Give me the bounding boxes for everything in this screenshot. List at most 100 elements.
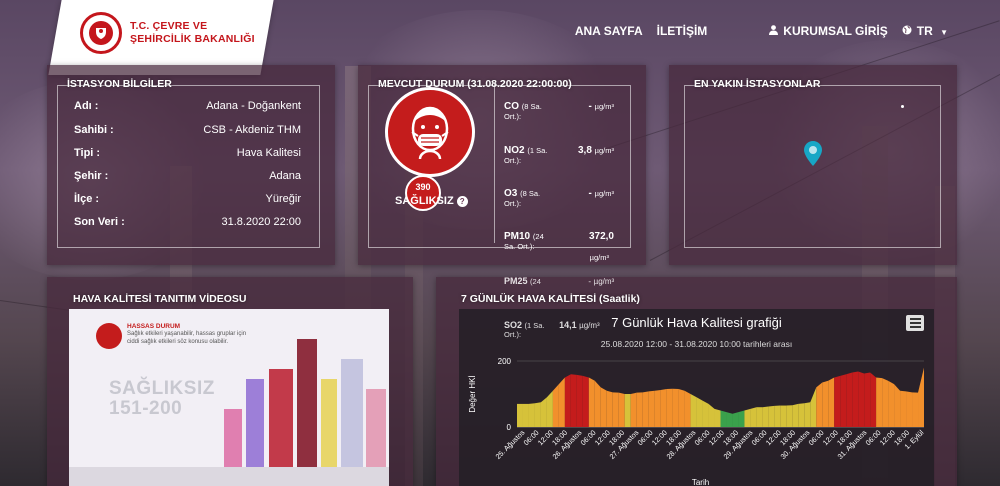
sick-face-icon — [96, 323, 122, 349]
area-segment — [624, 394, 631, 427]
area-segment — [642, 391, 649, 427]
current-status-title: MEVCUT DURUM (31.08.2020 22:00:00) — [378, 78, 572, 90]
user-icon — [769, 25, 779, 38]
nearest-stations-title: EN YAKIN İSTASYONLAR — [694, 78, 821, 90]
area-segment — [570, 374, 577, 427]
pollutant-pm10: PM10 (24 372,0 Sa. Ort.): µg/m³ — [504, 231, 614, 262]
video-category-text: SAĞLIKSIZ 151-200 — [109, 378, 215, 419]
area-segment — [732, 412, 739, 427]
area-segment — [876, 377, 883, 427]
chart-panel-title: 7 GÜNLÜK HAVA KALİTESİ (Saatlik) — [461, 293, 640, 305]
area-segment — [600, 387, 607, 427]
area-segment — [768, 405, 775, 427]
pollutant-no2: NO2 (1 Sa. 3,8 µg/m³ Ort.): — [504, 145, 614, 165]
status-label: SAĞLIKSIZ? — [395, 195, 468, 207]
station-row-type: Tipi : Hava Kalitesi — [74, 147, 301, 159]
area-segment — [822, 380, 829, 427]
pollutant-so2: SO2 (1 Sa. 14,1 µg/m³ Ort.): — [504, 320, 600, 339]
area-segment — [780, 405, 787, 427]
station-row-owner: Sahibi : CSB - Akdeniz THM — [74, 124, 301, 136]
area-segment — [517, 403, 523, 427]
area-segment — [636, 392, 643, 427]
area-segment — [654, 390, 661, 427]
ministry-logo[interactable]: T.C. ÇEVRE VE ŞEHİRCİLİK BAKANLIĞI — [80, 12, 255, 54]
aqi-value-badge: 390 — [405, 175, 441, 211]
station-row-last-data: Son Veri :31.8.2020 22:00 — [74, 216, 301, 228]
area-segment — [606, 390, 613, 427]
area-segment — [534, 402, 541, 427]
station-info-title: İSTASYON BİLGİLER — [67, 78, 172, 90]
area-segment — [840, 374, 847, 427]
area-segment — [714, 408, 721, 427]
logo-text: T.C. ÇEVRE VE ŞEHİRCİLİK BAKANLIĞI — [130, 20, 255, 45]
area-segment — [684, 390, 691, 427]
area-segment — [582, 375, 589, 427]
area-segment — [720, 410, 727, 427]
area-segment — [648, 390, 655, 427]
area-segment — [672, 388, 679, 427]
current-status-panel: MEVCUT DURUM (31.08.2020 22:00:00) 390 S… — [358, 65, 646, 265]
hamburger-menu-icon[interactable] — [906, 315, 924, 331]
area-segment — [666, 388, 673, 427]
area-segment — [546, 390, 553, 427]
area-segment — [576, 374, 583, 427]
area-segment — [906, 391, 913, 427]
area-segment — [804, 402, 811, 427]
area-segment — [864, 372, 871, 427]
area-segment — [870, 372, 877, 427]
area-segment — [828, 377, 835, 427]
help-icon[interactable]: ? — [456, 196, 468, 207]
area-segment — [696, 397, 703, 427]
area-segment — [810, 387, 817, 427]
area-segment — [528, 403, 535, 427]
area-segment — [540, 397, 547, 427]
area-segment — [834, 375, 841, 427]
area-segment — [660, 389, 667, 427]
chart-subtitle: 25.08.2020 12:00 - 31.08.2020 10:00 tari… — [600, 339, 793, 349]
area-segment — [852, 371, 859, 427]
video-player[interactable]: HASSAS DURUM Sağlık etkileri yaşanabilir… — [69, 309, 389, 486]
status-divider — [494, 83, 495, 243]
x-axis-label: Tarih — [692, 478, 709, 486]
chart-title: 7 Günlük Hava Kalitesi grafiği — [611, 315, 782, 330]
area-segment — [846, 372, 853, 427]
area-segment — [798, 403, 805, 427]
area-segment — [678, 389, 685, 427]
area-segment — [762, 406, 769, 427]
y-tick-label: 0 — [507, 423, 512, 432]
ministry-emblem-icon — [80, 12, 122, 54]
status-face-icon — [385, 87, 475, 177]
top-navigation: ANA SAYFA İLETİŞİM KURUMSAL GİRİŞ TR ▼ — [561, 24, 948, 38]
chart-panel: 7 GÜNLÜK HAVA KALİTESİ (Saatlik) 7 Günlü… — [436, 277, 957, 486]
area-segment — [564, 374, 571, 427]
area-segment — [900, 390, 907, 427]
area-segment — [858, 371, 865, 427]
video-panel: HAVA KALİTESİ TANITIM VİDEOSU HASSAS DUR… — [47, 277, 413, 486]
language-select[interactable]: TR ▼ — [902, 24, 948, 38]
area-segment — [702, 400, 709, 427]
station-row-name: Adı : Adana - Doğankent — [74, 100, 301, 112]
area-segment — [522, 403, 529, 427]
station-info-panel: İSTASYON BİLGİLER Adı : Adana - Doğankent… — [47, 65, 335, 265]
y-axis-label: Değer HKİ — [468, 375, 477, 412]
nav-ana-sayfa[interactable]: ANA SAYFA — [574, 24, 643, 38]
globe-icon — [902, 25, 912, 38]
area-segment — [612, 392, 619, 427]
area-segment — [588, 377, 595, 427]
area-segment — [690, 394, 697, 427]
area-segment — [558, 377, 565, 427]
area-segment — [756, 407, 763, 427]
area-segment — [774, 405, 781, 427]
x-tick-label: 25. Ağustos — [493, 428, 526, 461]
area-segment — [708, 403, 715, 427]
login-link[interactable]: KURUMSAL GİRİŞ — [769, 24, 888, 38]
map-station-dot[interactable] — [901, 105, 904, 108]
station-row-city: Şehir : Adana — [74, 170, 301, 182]
map-location-pin-icon[interactable] — [804, 141, 822, 171]
area-segment — [816, 382, 823, 427]
area-segment — [618, 392, 625, 427]
area-segment — [594, 380, 601, 427]
station-row-district: İlçe : Yüreğir — [74, 193, 301, 205]
area-segment — [792, 403, 799, 427]
nav-iletisim[interactable]: İLETİŞİM — [656, 24, 708, 38]
